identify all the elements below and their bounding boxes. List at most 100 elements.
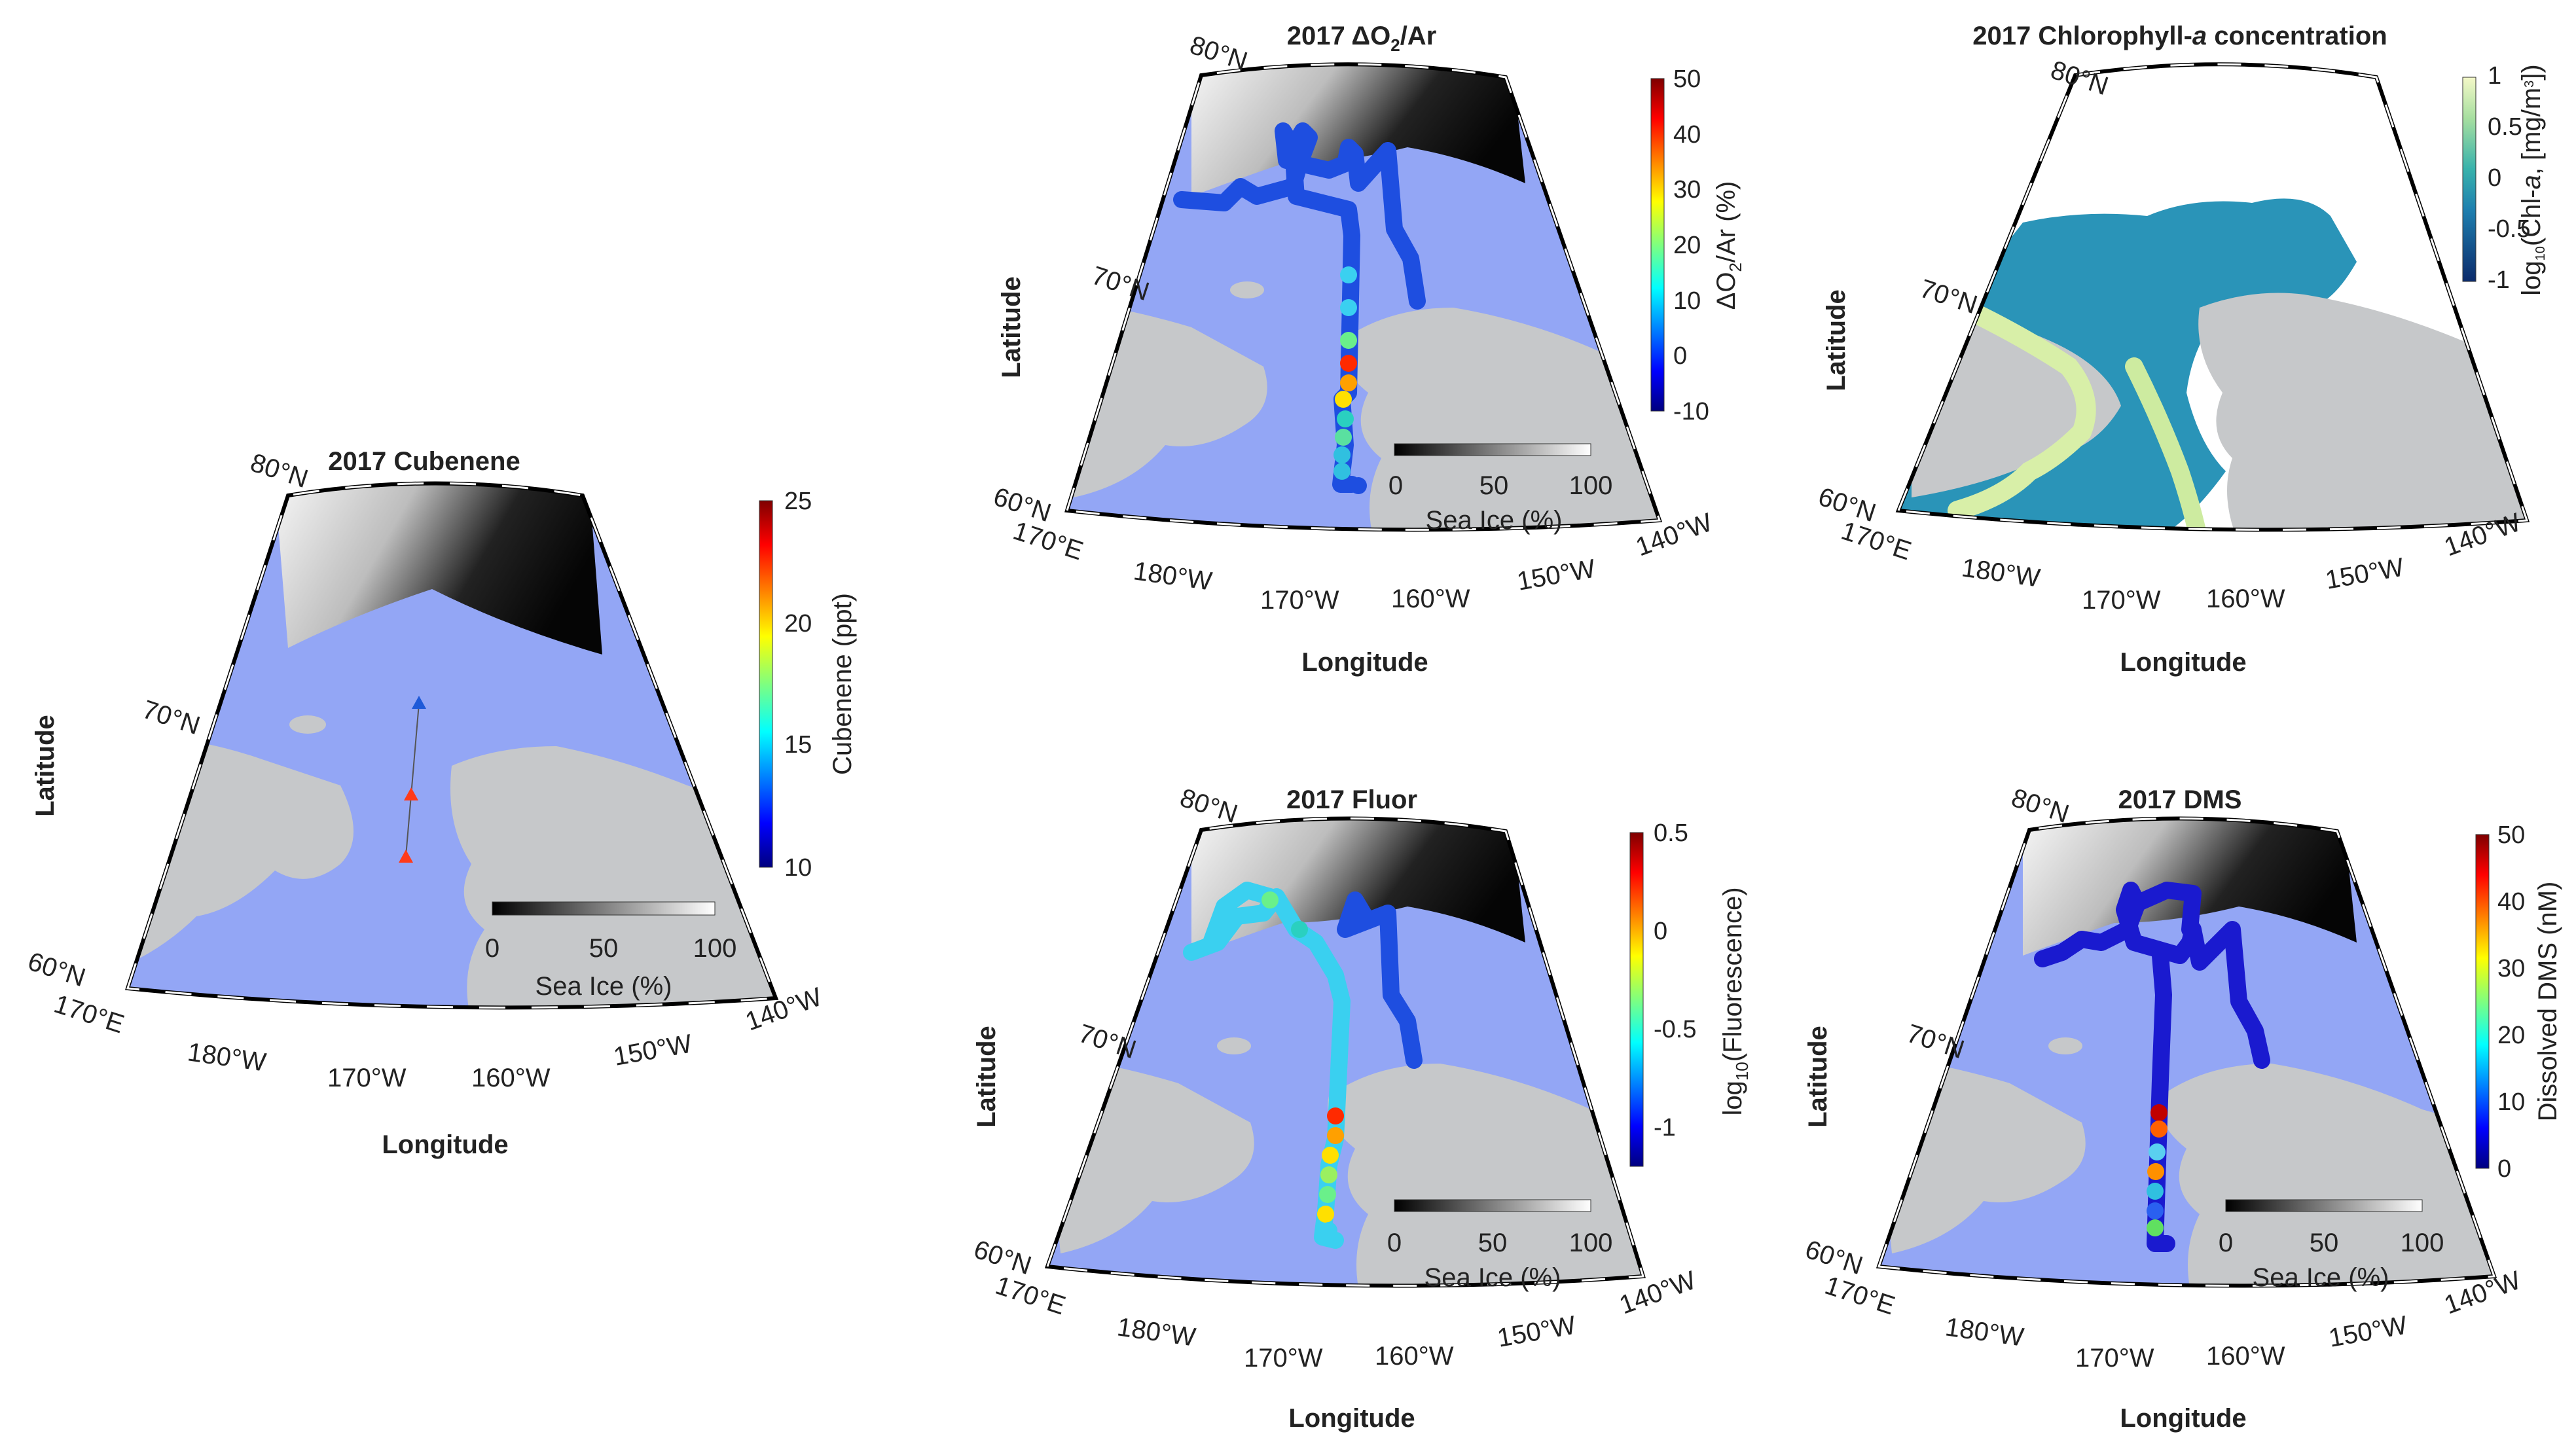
colorbar-tick: 15: [784, 731, 812, 759]
colorbar-tick: 10: [2497, 1088, 2525, 1116]
map-frame-dash: [1045, 817, 1644, 1287]
track-point: [1319, 1186, 1336, 1203]
wrangel-island: [2048, 1037, 2082, 1054]
track-point: [1350, 477, 1367, 494]
lat-label: 80°N: [2008, 783, 2073, 829]
colorbar-tick: 50: [2497, 821, 2525, 849]
land-alaska: [1341, 308, 1660, 530]
map-frame-dash: [1066, 63, 1661, 531]
track-point: [412, 696, 426, 709]
ice-tick: 0: [1388, 471, 1403, 500]
ice-tick: 50: [589, 934, 619, 963]
colorbar-tick: 20: [1673, 232, 1701, 259]
lat-label: 70°N: [1903, 1019, 1968, 1064]
lon-label: 170°E: [992, 1271, 1069, 1321]
colorbar-tick: -0.5: [2488, 215, 2530, 243]
track-point: [1337, 410, 1354, 427]
colorbar-tick: 30: [1673, 176, 1701, 204]
track-point: [2150, 1121, 2168, 1138]
track-point: [1335, 391, 1352, 408]
cruise-track-deep: [1337, 891, 1423, 1069]
track-point: [1320, 1222, 1337, 1239]
land-alaska: [2159, 1064, 2494, 1286]
colorbar-tick: 10: [1673, 287, 1701, 315]
track-point: [1322, 1147, 1339, 1164]
ice-tick: 50: [1479, 471, 1509, 500]
land-alaska: [1328, 1064, 1643, 1286]
title-part: O: [1370, 22, 1390, 50]
lon-label: 160°W: [1375, 1342, 1454, 1371]
x-axis-label: Longitude: [2120, 648, 2246, 677]
lat-label: 60°N: [24, 947, 89, 992]
lon-label: 170°W: [327, 1064, 407, 1092]
sea-ice: [275, 484, 602, 655]
colorbar-label: log10(Fluorescence): [1718, 887, 1752, 1115]
map-frame-dash: [1896, 63, 2529, 531]
colorbar: [1650, 78, 1665, 412]
panel-o2ar: 0 50 100 Sea Ice (%) 2017 ΔO2/Ar 80°N 70…: [990, 22, 1745, 677]
lon-label: 170°E: [1838, 516, 1915, 566]
cb-label-part: 10: [2533, 246, 2548, 260]
ice-label: Sea Ice (%): [1424, 1263, 1561, 1292]
ice-tick: 50: [1478, 1229, 1508, 1257]
panel-title: 2017 Fluor: [1286, 785, 1417, 814]
map-frame: [124, 481, 779, 1010]
lon-label: 150°W: [1495, 1311, 1578, 1353]
track-colored-points: [2147, 1104, 2168, 1236]
lon-label: 180°W: [186, 1037, 268, 1077]
title-part: a: [2192, 22, 2207, 50]
x-axis-label: Longitude: [2120, 1404, 2246, 1433]
track-point: [1291, 921, 1308, 938]
colorbar-tick: 0: [2488, 164, 2501, 192]
cruise-track: [1183, 882, 1351, 1249]
colorbar-tick: 0: [1673, 342, 1687, 370]
track-colored-points: [1261, 891, 1344, 1239]
cruise-track: [2034, 882, 2270, 1252]
cb-label-part: ]): [2517, 64, 2546, 80]
lon-label: 170°E: [1009, 516, 1087, 566]
cb-label-part: log: [2517, 260, 2546, 295]
lon-label: 180°W: [1116, 1312, 1198, 1352]
colorbar-tick: 10: [784, 854, 812, 882]
colorbar-tick: 1: [2488, 62, 2501, 90]
panel-fluor: 0 50 100 Sea Ice (%) 2017 Fluor 80°N 70°…: [970, 783, 1752, 1433]
map-body-o2ar: [1067, 64, 1660, 530]
lat-label: 70°N: [1916, 274, 1981, 319]
track-point: [1333, 446, 1351, 463]
lon-label: 150°W: [611, 1030, 695, 1071]
ice-tick: 100: [693, 934, 737, 963]
colorbar: [2462, 77, 2476, 282]
colorbar-tick: 30: [2497, 955, 2525, 982]
title-part: 2: [1390, 35, 1400, 55]
title-part: 2017: [1287, 22, 1352, 50]
cb-label-part: (Chl-: [2517, 189, 2546, 246]
y-axis-label: Latitude: [1804, 1026, 1832, 1128]
sea-ice-colorbar: [1394, 1199, 1591, 1212]
track-point: [1340, 332, 1357, 349]
cb-label-part: 2: [1726, 262, 1745, 272]
x-axis-label: Longitude: [1301, 648, 1428, 677]
lon-label: 170°E: [50, 990, 128, 1039]
sea-ice: [1191, 65, 1525, 196]
wrangel-island: [1230, 281, 1264, 298]
track-point: [404, 787, 418, 800]
wrangel-island: [1217, 1037, 1251, 1054]
cb-label-part: /Ar (%): [1712, 181, 1741, 262]
y-axis-label: Latitude: [972, 1026, 1001, 1128]
track-point: [1340, 374, 1357, 391]
map-body-chlorophyll: [1898, 64, 2527, 530]
sea-ice-colorbar: [1394, 443, 1591, 456]
ice-tick: 100: [1569, 1229, 1613, 1257]
panel-title: 2017 Cubenene: [328, 447, 520, 476]
panel-title: 2017 ΔO2/Ar: [1287, 22, 1437, 55]
land-alaska: [2198, 293, 2527, 530]
y-axis-label: Latitude: [31, 715, 60, 817]
high-chl-band: [2125, 357, 2209, 530]
colorbar-tick: -0.5: [1654, 1016, 1696, 1043]
lon-label: 160°W: [471, 1064, 551, 1092]
lon-label: 170°W: [2075, 1344, 2154, 1373]
lon-label: 170°W: [2082, 586, 2161, 615]
ice-tick: 0: [2219, 1229, 2233, 1257]
title-part: Δ: [1351, 22, 1370, 50]
